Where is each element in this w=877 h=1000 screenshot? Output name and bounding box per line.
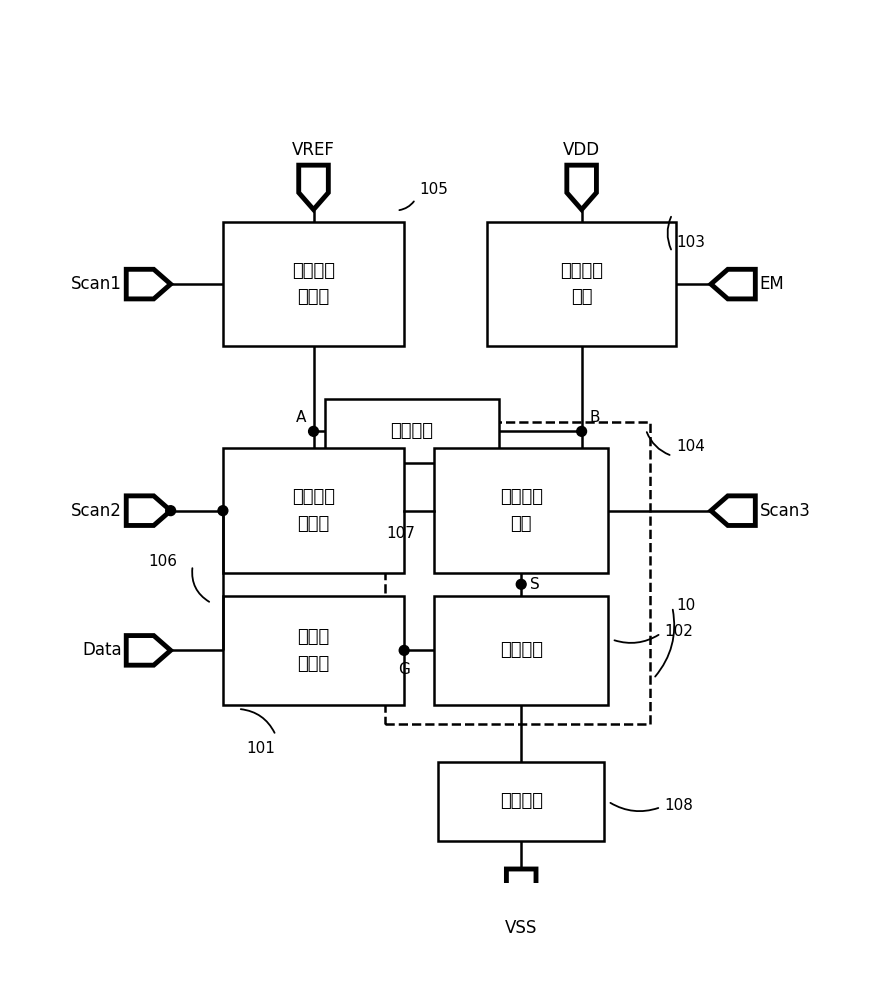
Circle shape xyxy=(309,426,318,436)
Text: 存储模块: 存储模块 xyxy=(390,422,433,440)
Bar xyxy=(438,762,604,841)
Text: B: B xyxy=(589,410,600,425)
Text: VREF: VREF xyxy=(292,141,335,159)
Text: 驱动模块: 驱动模块 xyxy=(500,641,543,659)
Circle shape xyxy=(218,506,228,516)
Circle shape xyxy=(517,579,526,589)
Text: 阈值补偿
模块: 阈值补偿 模块 xyxy=(500,488,543,533)
Text: A: A xyxy=(296,410,306,425)
Text: 第一初始
化模块: 第一初始 化模块 xyxy=(292,262,335,306)
Bar xyxy=(223,596,404,705)
Bar xyxy=(434,448,608,573)
Text: 105: 105 xyxy=(419,182,448,197)
Circle shape xyxy=(399,645,409,655)
Polygon shape xyxy=(299,165,328,210)
Bar xyxy=(385,422,650,724)
Polygon shape xyxy=(506,869,536,913)
Circle shape xyxy=(577,426,587,436)
Text: 第二初始
化模块: 第二初始 化模块 xyxy=(292,488,335,533)
Text: VDD: VDD xyxy=(563,141,600,159)
Text: 103: 103 xyxy=(676,235,705,250)
Text: 数据写
入模块: 数据写 入模块 xyxy=(297,628,330,673)
Bar xyxy=(434,596,608,705)
Text: Scan1: Scan1 xyxy=(71,275,122,293)
Text: 107: 107 xyxy=(387,526,416,541)
Text: 101: 101 xyxy=(246,741,275,756)
Text: Data: Data xyxy=(82,641,122,659)
Text: 10: 10 xyxy=(676,598,695,613)
Circle shape xyxy=(166,506,175,516)
Polygon shape xyxy=(711,269,755,299)
Text: 104: 104 xyxy=(676,439,705,454)
Text: 发光模块: 发光模块 xyxy=(500,792,543,810)
Text: Scan3: Scan3 xyxy=(759,502,810,520)
Polygon shape xyxy=(126,269,171,299)
Polygon shape xyxy=(126,636,171,665)
Bar xyxy=(223,448,404,573)
Text: EM: EM xyxy=(759,275,785,293)
Polygon shape xyxy=(567,165,596,210)
Text: 106: 106 xyxy=(148,554,177,569)
Text: 102: 102 xyxy=(665,624,694,639)
Bar xyxy=(223,222,404,346)
Text: Scan2: Scan2 xyxy=(71,502,122,520)
Text: G: G xyxy=(398,662,410,677)
Polygon shape xyxy=(126,496,171,525)
Bar xyxy=(488,222,676,346)
Text: 发光控制
模块: 发光控制 模块 xyxy=(560,262,603,306)
Text: VSS: VSS xyxy=(505,919,538,937)
Polygon shape xyxy=(711,496,755,525)
Bar xyxy=(324,399,498,463)
Text: S: S xyxy=(531,577,540,592)
Text: 108: 108 xyxy=(665,798,694,813)
